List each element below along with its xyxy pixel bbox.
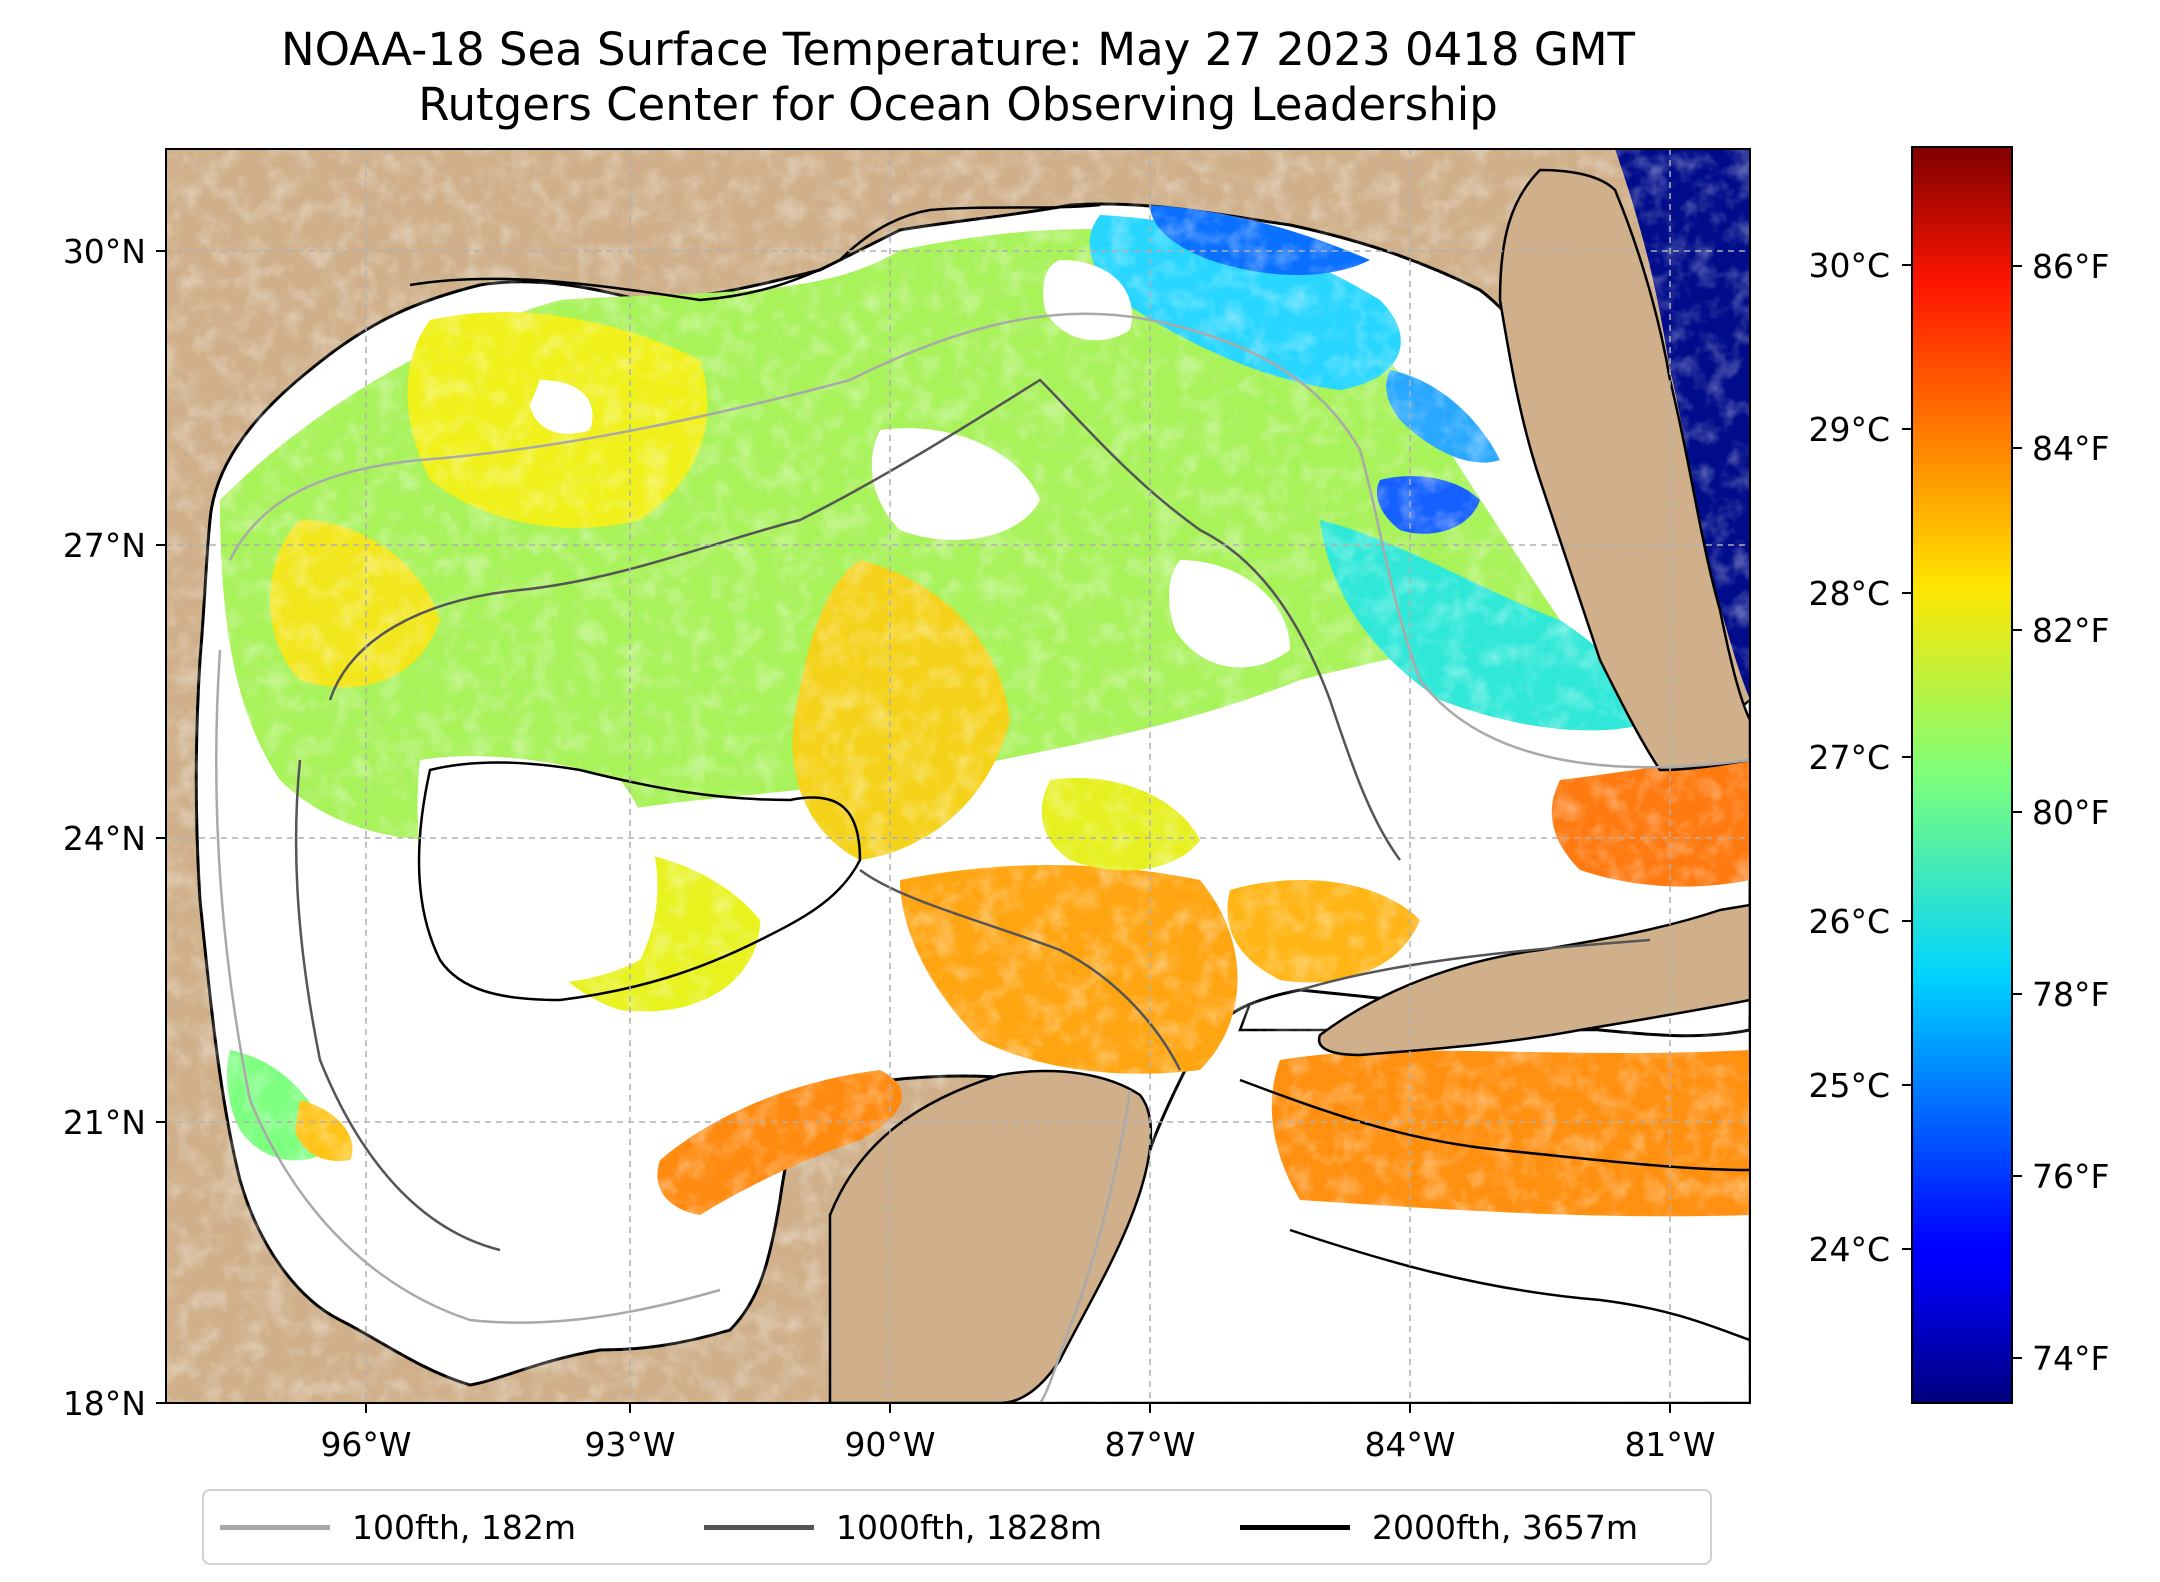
celsius-ticks: 30°C 29°C 28°C 27°C 26°C 25°C 24°C: [1808, 246, 1912, 1269]
contour-2000fth: [417, 761, 1750, 1342]
lat-tick-label: 18°N: [63, 1384, 146, 1423]
celsius-tick-label: 26°C: [1808, 902, 1890, 941]
fahrenheit-tick-label: 82°F: [2032, 611, 2109, 650]
legend-item-100fth: 100fth, 182m: [220, 1491, 576, 1563]
celsius-tick-label: 25°C: [1808, 1066, 1890, 1105]
celsius-tick-label: 24°C: [1808, 1230, 1890, 1269]
lon-tick-label: 96°W: [320, 1425, 411, 1464]
legend-item-2000fth: 2000fth, 3657m: [1240, 1491, 1638, 1563]
sst-map: 30°N 27°N 24°N 21°N 18°N 96°W 93°W 90°W …: [63, 146, 2109, 1464]
fahrenheit-tick-label: 84°F: [2032, 429, 2109, 468]
chart-title: NOAA-18 Sea Surface Temperature: May 27 …: [280, 23, 1636, 76]
legend-label: 1000fth, 1828m: [836, 1507, 1102, 1547]
celsius-tick-label: 29°C: [1808, 410, 1890, 449]
cuba-land: [1317, 903, 1750, 1057]
colorbar: 30°C 29°C 28°C 27°C 26°C 25°C 24°C 86°F …: [1808, 146, 2109, 1404]
map-frame: [165, 148, 1751, 1404]
celsius-tick-label: 30°C: [1808, 246, 1890, 285]
north-coast: [409, 203, 1101, 302]
lon-axis: 96°W 93°W 90°W 87°W 84°W 81°W: [320, 1403, 1716, 1464]
legend-item-1000fth: 1000fth, 1828m: [704, 1491, 1102, 1563]
fahrenheit-tick-label: 86°F: [2032, 247, 2109, 286]
legend-swatch: [704, 1524, 814, 1530]
lon-tick-label: 93°W: [584, 1425, 675, 1464]
colorbar-bar: [1911, 146, 2013, 1404]
legend-swatch: [1240, 1524, 1350, 1530]
bathymetry-legend: 100fth, 182m 1000fth, 1828m 2000fth, 365…: [202, 1489, 1712, 1565]
florida-land: [1498, 168, 1750, 772]
fahrenheit-tick-label: 80°F: [2032, 793, 2109, 832]
lat-tick-label: 27°N: [63, 526, 146, 565]
lat-tick-label: 30°N: [63, 232, 146, 271]
fahrenheit-ticks: 86°F 84°F 82°F 80°F 78°F 76°F 74°F: [2012, 247, 2109, 1378]
lon-tick-label: 87°W: [1104, 1425, 1195, 1464]
lon-tick-label: 81°W: [1624, 1425, 1715, 1464]
legend-label: 2000fth, 3657m: [1372, 1507, 1638, 1547]
legend-label: 100fth, 182m: [352, 1507, 576, 1547]
gridlines: [166, 149, 1750, 1403]
lat-tick-label: 21°N: [63, 1103, 146, 1142]
celsius-tick-label: 28°C: [1808, 574, 1890, 613]
legend-swatch: [220, 1524, 330, 1530]
lon-tick-label: 84°W: [1364, 1425, 1455, 1464]
contour-1000fth: [294, 378, 1651, 1252]
lat-axis: 30°N 27°N 24°N 21°N 18°N: [63, 232, 166, 1423]
lon-tick-label: 90°W: [844, 1425, 935, 1464]
bathymetry-contours: [215, 312, 1750, 1403]
lat-tick-label: 24°N: [63, 819, 146, 858]
chart-subtitle: Rutgers Center for Ocean Observing Leade…: [418, 78, 1498, 131]
fahrenheit-tick-label: 74°F: [2032, 1339, 2109, 1378]
celsius-tick-label: 27°C: [1808, 738, 1890, 777]
fahrenheit-tick-label: 78°F: [2032, 975, 2109, 1014]
fahrenheit-tick-label: 76°F: [2032, 1157, 2109, 1196]
